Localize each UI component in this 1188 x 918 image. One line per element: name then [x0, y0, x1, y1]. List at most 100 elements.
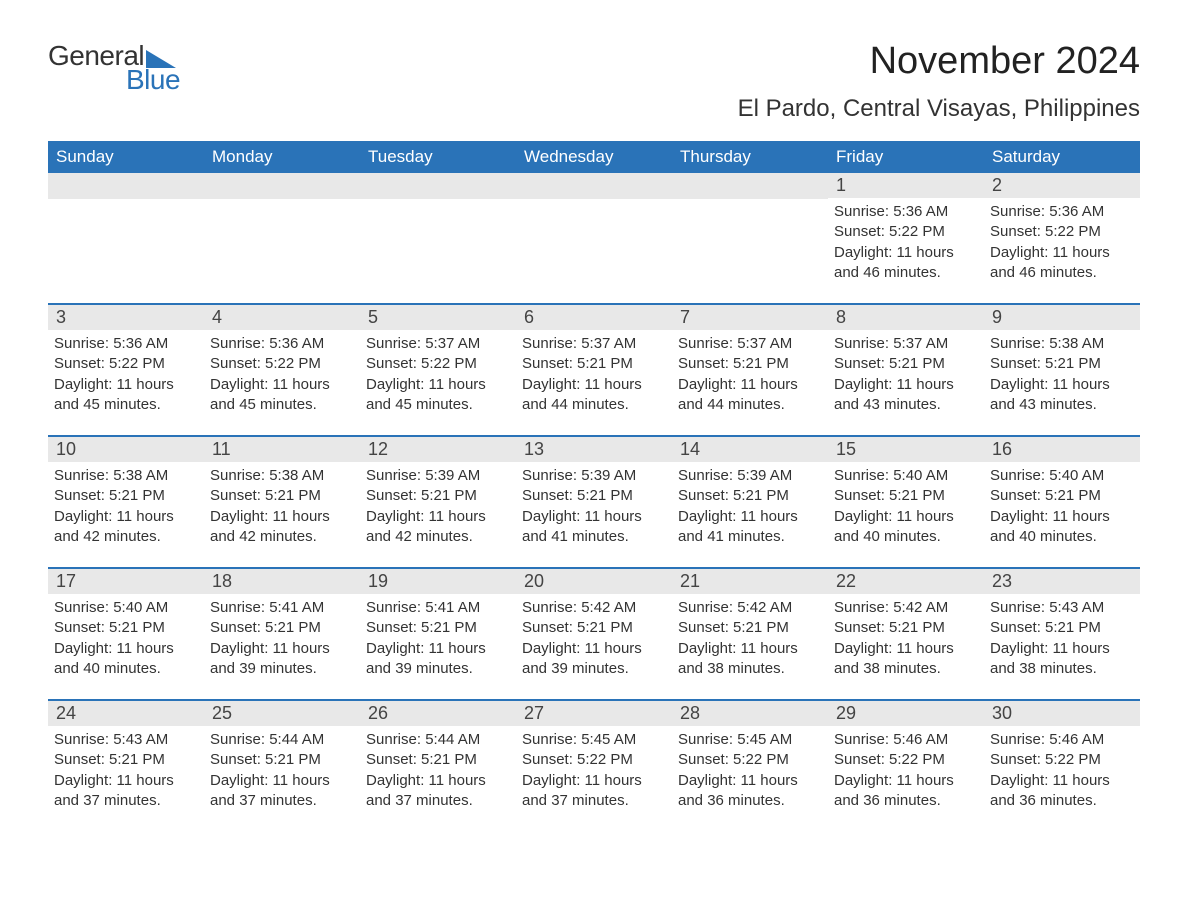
sunrise-line: Sunrise: 5:36 AM — [210, 334, 354, 354]
weekday-header-row: SundayMondayTuesdayWednesdayThursdayFrid… — [48, 141, 1140, 173]
day-number: 25 — [204, 701, 360, 726]
day-number: 27 — [516, 701, 672, 726]
day-cell: 27Sunrise: 5:45 AMSunset: 5:22 PMDayligh… — [516, 701, 672, 831]
calendar-body: 1Sunrise: 5:36 AMSunset: 5:22 PMDaylight… — [48, 173, 1140, 831]
daylight-line: Daylight: 11 hours and 37 minutes. — [522, 771, 666, 812]
day-number: 28 — [672, 701, 828, 726]
sunset-line: Sunset: 5:21 PM — [990, 618, 1134, 638]
day-body: Sunrise: 5:44 AMSunset: 5:21 PMDaylight:… — [204, 726, 360, 817]
week-row: 24Sunrise: 5:43 AMSunset: 5:21 PMDayligh… — [48, 699, 1140, 831]
sunrise-line: Sunrise: 5:37 AM — [834, 334, 978, 354]
day-body — [48, 199, 204, 209]
weekday-saturday: Saturday — [984, 141, 1140, 173]
day-number: 16 — [984, 437, 1140, 462]
day-body: Sunrise: 5:37 AMSunset: 5:21 PMDaylight:… — [828, 330, 984, 421]
day-body: Sunrise: 5:44 AMSunset: 5:21 PMDaylight:… — [360, 726, 516, 817]
sunrise-line: Sunrise: 5:39 AM — [678, 466, 822, 486]
daylight-line: Daylight: 11 hours and 45 minutes. — [54, 375, 198, 416]
day-cell — [672, 173, 828, 303]
day-number: 20 — [516, 569, 672, 594]
sunrise-line: Sunrise: 5:36 AM — [834, 202, 978, 222]
day-cell: 20Sunrise: 5:42 AMSunset: 5:21 PMDayligh… — [516, 569, 672, 699]
day-cell: 29Sunrise: 5:46 AMSunset: 5:22 PMDayligh… — [828, 701, 984, 831]
sunrise-line: Sunrise: 5:36 AM — [990, 202, 1134, 222]
daylight-line: Daylight: 11 hours and 36 minutes. — [834, 771, 978, 812]
sunrise-line: Sunrise: 5:40 AM — [990, 466, 1134, 486]
daylight-line: Daylight: 11 hours and 42 minutes. — [54, 507, 198, 548]
daylight-line: Daylight: 11 hours and 46 minutes. — [990, 243, 1134, 284]
header: General Blue November 2024 El Pardo, Cen… — [48, 40, 1140, 123]
day-number: 21 — [672, 569, 828, 594]
day-body: Sunrise: 5:41 AMSunset: 5:21 PMDaylight:… — [360, 594, 516, 685]
day-body: Sunrise: 5:45 AMSunset: 5:22 PMDaylight:… — [672, 726, 828, 817]
day-body: Sunrise: 5:37 AMSunset: 5:21 PMDaylight:… — [672, 330, 828, 421]
day-number: 18 — [204, 569, 360, 594]
daylight-line: Daylight: 11 hours and 38 minutes. — [678, 639, 822, 680]
day-number: 22 — [828, 569, 984, 594]
day-body: Sunrise: 5:40 AMSunset: 5:21 PMDaylight:… — [828, 462, 984, 553]
sunset-line: Sunset: 5:21 PM — [522, 618, 666, 638]
day-number: 29 — [828, 701, 984, 726]
sunset-line: Sunset: 5:21 PM — [990, 486, 1134, 506]
day-number: 8 — [828, 305, 984, 330]
day-cell: 10Sunrise: 5:38 AMSunset: 5:21 PMDayligh… — [48, 437, 204, 567]
day-body: Sunrise: 5:39 AMSunset: 5:21 PMDaylight:… — [516, 462, 672, 553]
day-cell — [204, 173, 360, 303]
sunset-line: Sunset: 5:22 PM — [678, 750, 822, 770]
sunset-line: Sunset: 5:21 PM — [366, 750, 510, 770]
day-cell: 24Sunrise: 5:43 AMSunset: 5:21 PMDayligh… — [48, 701, 204, 831]
daylight-line: Daylight: 11 hours and 41 minutes. — [678, 507, 822, 548]
day-body: Sunrise: 5:40 AMSunset: 5:21 PMDaylight:… — [984, 462, 1140, 553]
day-body: Sunrise: 5:46 AMSunset: 5:22 PMDaylight:… — [828, 726, 984, 817]
day-cell: 22Sunrise: 5:42 AMSunset: 5:21 PMDayligh… — [828, 569, 984, 699]
day-body — [360, 199, 516, 209]
day-body: Sunrise: 5:36 AMSunset: 5:22 PMDaylight:… — [204, 330, 360, 421]
sunset-line: Sunset: 5:21 PM — [54, 486, 198, 506]
sunset-line: Sunset: 5:22 PM — [990, 750, 1134, 770]
sunset-line: Sunset: 5:22 PM — [522, 750, 666, 770]
weekday-sunday: Sunday — [48, 141, 204, 173]
day-body: Sunrise: 5:39 AMSunset: 5:21 PMDaylight:… — [360, 462, 516, 553]
daylight-line: Daylight: 11 hours and 45 minutes. — [210, 375, 354, 416]
day-number: 4 — [204, 305, 360, 330]
day-cell: 8Sunrise: 5:37 AMSunset: 5:21 PMDaylight… — [828, 305, 984, 435]
sunset-line: Sunset: 5:21 PM — [678, 354, 822, 374]
day-number: 5 — [360, 305, 516, 330]
sunrise-line: Sunrise: 5:37 AM — [522, 334, 666, 354]
day-number: 24 — [48, 701, 204, 726]
logo: General Blue — [48, 40, 180, 96]
day-body — [516, 199, 672, 209]
sunrise-line: Sunrise: 5:38 AM — [990, 334, 1134, 354]
day-number: 2 — [984, 173, 1140, 198]
daylight-line: Daylight: 11 hours and 40 minutes. — [990, 507, 1134, 548]
day-number: 7 — [672, 305, 828, 330]
day-cell — [360, 173, 516, 303]
sunrise-line: Sunrise: 5:42 AM — [678, 598, 822, 618]
day-cell: 4Sunrise: 5:36 AMSunset: 5:22 PMDaylight… — [204, 305, 360, 435]
sunset-line: Sunset: 5:21 PM — [834, 486, 978, 506]
day-cell: 16Sunrise: 5:40 AMSunset: 5:21 PMDayligh… — [984, 437, 1140, 567]
day-cell: 28Sunrise: 5:45 AMSunset: 5:22 PMDayligh… — [672, 701, 828, 831]
week-row: 1Sunrise: 5:36 AMSunset: 5:22 PMDaylight… — [48, 173, 1140, 303]
daylight-line: Daylight: 11 hours and 40 minutes. — [834, 507, 978, 548]
daylight-line: Daylight: 11 hours and 38 minutes. — [834, 639, 978, 680]
day-number — [48, 173, 204, 199]
day-body: Sunrise: 5:46 AMSunset: 5:22 PMDaylight:… — [984, 726, 1140, 817]
sunset-line: Sunset: 5:21 PM — [210, 750, 354, 770]
day-cell — [48, 173, 204, 303]
day-cell: 6Sunrise: 5:37 AMSunset: 5:21 PMDaylight… — [516, 305, 672, 435]
day-body: Sunrise: 5:37 AMSunset: 5:21 PMDaylight:… — [516, 330, 672, 421]
sunset-line: Sunset: 5:21 PM — [522, 354, 666, 374]
day-body: Sunrise: 5:36 AMSunset: 5:22 PMDaylight:… — [984, 198, 1140, 289]
daylight-line: Daylight: 11 hours and 37 minutes. — [210, 771, 354, 812]
day-body: Sunrise: 5:43 AMSunset: 5:21 PMDaylight:… — [48, 726, 204, 817]
day-number: 1 — [828, 173, 984, 198]
sunset-line: Sunset: 5:22 PM — [834, 222, 978, 242]
daylight-line: Daylight: 11 hours and 44 minutes. — [522, 375, 666, 416]
week-row: 10Sunrise: 5:38 AMSunset: 5:21 PMDayligh… — [48, 435, 1140, 567]
day-body: Sunrise: 5:43 AMSunset: 5:21 PMDaylight:… — [984, 594, 1140, 685]
sunrise-line: Sunrise: 5:40 AM — [834, 466, 978, 486]
day-cell: 23Sunrise: 5:43 AMSunset: 5:21 PMDayligh… — [984, 569, 1140, 699]
day-body: Sunrise: 5:42 AMSunset: 5:21 PMDaylight:… — [516, 594, 672, 685]
sunrise-line: Sunrise: 5:36 AM — [54, 334, 198, 354]
